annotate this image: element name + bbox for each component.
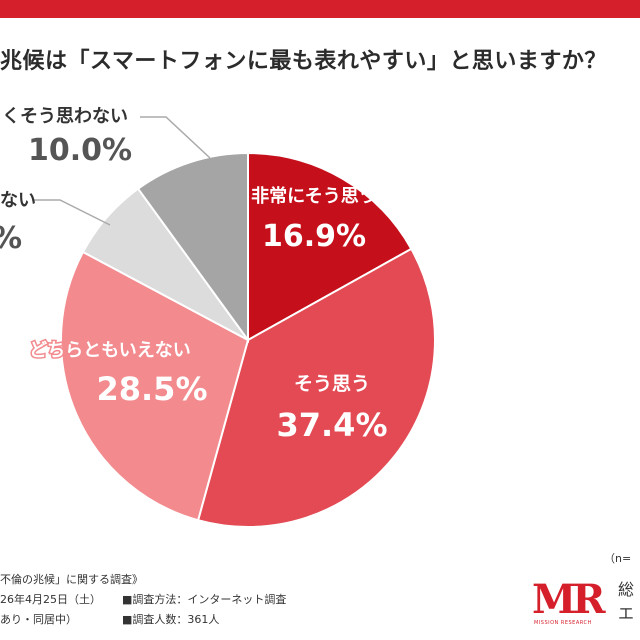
mission-research-logo: MR MISSION RESEARCH — [532, 578, 612, 630]
slice-label-strongly-disagree: くそう思わない — [2, 106, 128, 127]
survey-info: 不倫の兆候」に関する調査》 26年4月25日（土） あり・同居中） — [0, 570, 143, 630]
logo-mark: MR — [532, 576, 606, 623]
survey-condition: あり・同居中） — [0, 613, 77, 626]
logo-subtext: MISSION RESEARCH — [534, 620, 592, 626]
leader-line-disagree — [32, 199, 111, 226]
slice-strongly-disagree — [136, 151, 249, 344]
slice-value-neutral: 28.5% — [96, 370, 207, 408]
brand-text: 総 エ — [618, 578, 634, 626]
slice-label-disagree: ない — [0, 190, 36, 211]
survey-title: 不倫の兆候」に関する調査》 — [0, 573, 143, 586]
slice-value-agree: 37.4% — [276, 406, 387, 444]
slice-agree — [196, 247, 436, 528]
survey-method: ■調査方法：インターネット調査 — [122, 593, 287, 606]
slice-label-agree: そう思う — [294, 373, 370, 395]
survey-date: 26年4月25日（土） — [0, 593, 101, 606]
brand-line-1: 総 — [618, 580, 635, 599]
sample-size-note: （n= — [604, 552, 632, 565]
slice-strongly-agree — [247, 151, 413, 342]
slice-value-strongly-disagree: 10.0% — [28, 133, 132, 168]
slice-label-strongly-agree: 非常にそう思う — [251, 185, 377, 207]
slice-value-disagree: % — [0, 221, 22, 256]
slice-value-strongly-agree: 16.9% — [262, 219, 366, 254]
slice-neutral — [60, 250, 250, 522]
survey-respondents: ■調査人数：361人 — [122, 613, 220, 626]
slice-label-neutral: どちらともいえない — [29, 340, 191, 361]
chart-title: 兆候は「スマートフォンに最も表れやすい」と思いますか？ — [0, 49, 607, 74]
top-accent-bar — [0, 0, 640, 18]
survey-details: ■調査方法：インターネット調査 ■調査人数：361人 — [122, 590, 286, 630]
brand-line-2: エ — [618, 604, 635, 623]
leader-line-strongly-disagree — [140, 116, 211, 159]
